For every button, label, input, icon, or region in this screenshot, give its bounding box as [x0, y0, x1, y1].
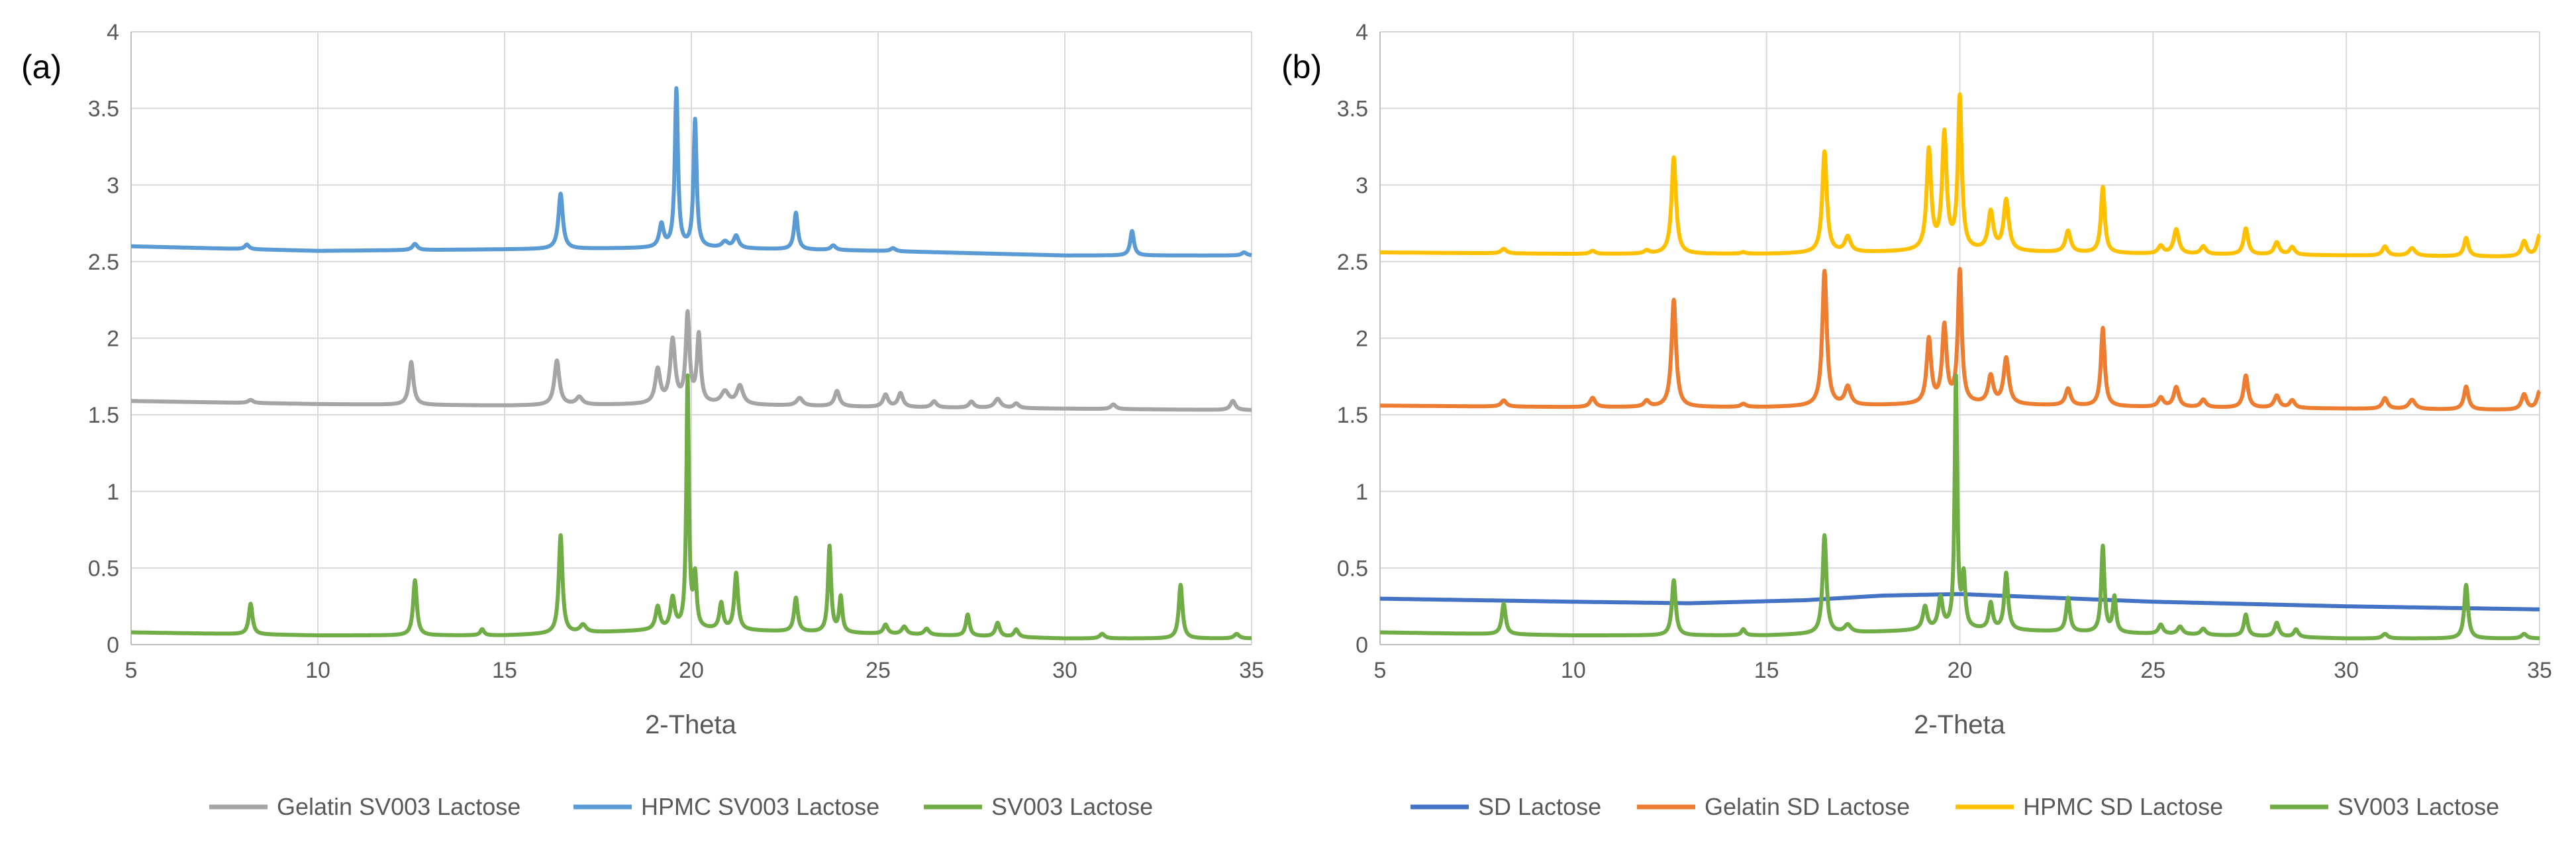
- series-line-sd-lactose: [1378, 592, 2542, 611]
- panel-b-y-tick-label: 1: [1356, 480, 1368, 505]
- series-line-hpmc-sv003-lactose: [129, 86, 1254, 258]
- panel-a-series-group: [129, 86, 1254, 641]
- panel-a-y-tick-label: 2.5: [88, 250, 119, 275]
- panel-b-y-tick-label: 3.5: [1337, 97, 1368, 122]
- panel-a-y-tick-label: 0: [107, 633, 119, 658]
- legend-label-hpmc-sd-lactose: HPMC SD Lactose: [2023, 793, 2223, 820]
- panel-a-x-tick-label: 5: [125, 658, 138, 683]
- panel-b-x-tick-label: 35: [2527, 658, 2552, 683]
- panel-a-x-tick-label: 35: [1239, 658, 1264, 683]
- panel-b-legend: SD Lactose Gelatin SD Lactose HPMC SD Lact…: [1411, 793, 2499, 820]
- panel-a-y-tick-label: 3: [107, 173, 119, 198]
- series-line-sv003-lactose: [1378, 373, 2542, 641]
- legend-label-sv003-lactose: SV003 Lactose: [2338, 793, 2499, 820]
- panel-b-x-tick-label: 10: [1561, 658, 1586, 683]
- panel-b-y-tick-label: 2: [1356, 327, 1368, 352]
- panel-b-x-tick-label: 30: [2334, 658, 2359, 683]
- panel-a-y-tick-label: 1.5: [88, 403, 119, 428]
- panel-b-y-tick-label: 1.5: [1337, 403, 1368, 428]
- panel-b-x-tick-label: 20: [1948, 658, 1973, 683]
- legend-label-sd-lactose: SD Lactose: [1478, 793, 1601, 820]
- panel-b: (b) 2-Theta 0 0.5 1 1.5 2 2.5 3 3.5 4 5 10 15 20 25 30…: [1281, 20, 2552, 820]
- panel-b-y-tick-label: 0.5: [1337, 556, 1368, 581]
- panel-b-label: (b): [1281, 48, 1322, 85]
- panel-b-y-tick-label: 0: [1356, 633, 1368, 658]
- panel-a-label: (a): [21, 48, 62, 85]
- panel-a-y-tick-label: 3.5: [88, 97, 119, 122]
- panel-a-x-tick-label: 30: [1052, 658, 1077, 683]
- panel-a-x-tick-label: 15: [492, 658, 517, 683]
- panel-a: (a) 2-Theta 0 0.5 1 1.5 2 2.5 3 3.5 4 5 10 15 20 25 30…: [21, 20, 1264, 820]
- series-line-hpmc-sd-lactose: [1378, 92, 2542, 258]
- panel-a-x-tick-label: 10: [305, 658, 330, 683]
- panel-a-x-axis-title: 2-Theta: [645, 710, 737, 739]
- panel-a-y-tick-label: 4: [107, 20, 119, 45]
- panel-a-legend: Gelatin SV003 Lactose HPMC SV003 Lactose S…: [209, 793, 1153, 820]
- panel-a-y-tick-label: 1: [107, 480, 119, 505]
- legend-label-hpmc-sv003-lactose: HPMC SV003 Lactose: [641, 793, 879, 820]
- legend-label-gelatin-sd-lactose: Gelatin SD Lactose: [1705, 793, 1910, 820]
- series-line-sv003-lactose: [129, 373, 1254, 641]
- panel-b-y-tick-label: 4: [1356, 20, 1368, 45]
- panel-b-x-tick-label: 15: [1754, 658, 1779, 683]
- panel-b-series-group: [1378, 92, 2542, 641]
- panel-a-y-tick-label: 0.5: [88, 556, 119, 581]
- panel-b-x-tick-label: 25: [2140, 658, 2165, 683]
- panel-a-y-tick-label: 2: [107, 327, 119, 352]
- series-line-gelatin-sd-lactose: [1378, 267, 2542, 411]
- series-line-gelatin-sv003-lactose: [129, 309, 1254, 412]
- panel-b-y-tick-label: 3: [1356, 173, 1368, 198]
- panel-b-x-axis-title: 2-Theta: [1914, 710, 2006, 739]
- legend-label-gelatin-sv003-lactose: Gelatin SV003 Lactose: [277, 793, 520, 820]
- legend-label-sv003-lactose: SV003 Lactose: [991, 793, 1153, 820]
- panel-b-y-tick-label: 2.5: [1337, 250, 1368, 275]
- panel-b-x-tick-label: 5: [1374, 658, 1387, 683]
- panel-a-x-tick-label: 25: [866, 658, 891, 683]
- panel-a-x-tick-label: 20: [679, 658, 704, 683]
